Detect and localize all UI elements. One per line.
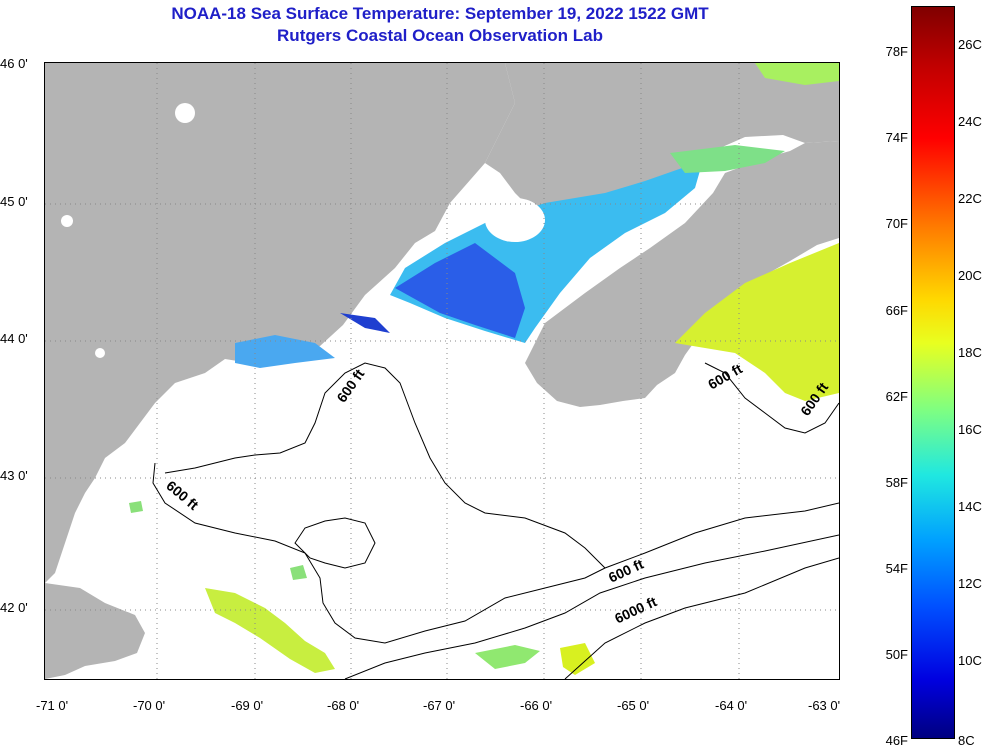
lat-label: 44 0' — [0, 331, 28, 346]
cloud-patch — [485, 198, 545, 242]
sst-coastal-blue — [235, 335, 335, 368]
lake — [95, 348, 105, 358]
sst-georges-bank-2 — [475, 645, 540, 669]
lat-label: 42 0' — [0, 600, 28, 615]
lon-label: -65 0' — [617, 698, 650, 713]
legend-f-label: 58F — [885, 475, 908, 490]
lon-label: -68 0' — [327, 698, 360, 713]
land-maine — [45, 63, 515, 583]
sst-georges-bank-3 — [560, 643, 595, 675]
legend-c-label: 24C — [958, 114, 982, 129]
bathymetry-contours — [152, 362, 839, 679]
legend-c-label: 16C — [958, 422, 982, 437]
contour-label: 600 ft — [333, 366, 367, 405]
lon-label: -63 0' — [808, 698, 841, 713]
lon-label: -71 0' — [36, 698, 69, 713]
lon-label: -70 0' — [133, 698, 166, 713]
contour-label: 600 ft — [705, 360, 745, 392]
legend-f-label: 78F — [885, 44, 908, 59]
contour-label: 600 ft — [163, 477, 202, 513]
legend-f-label: 66F — [885, 303, 908, 318]
sst-georges-bank-1 — [205, 588, 335, 673]
sst-small-1 — [129, 501, 143, 513]
lat-label: 43 0' — [0, 468, 28, 483]
lat-label: 46 0' — [0, 56, 28, 71]
lake — [61, 215, 73, 227]
lon-label: -66 0' — [520, 698, 553, 713]
legend-c-label: 26C — [958, 37, 982, 52]
map-subtitle: Rutgers Coastal Ocean Observation Lab — [277, 26, 603, 45]
legend-f-label: 54F — [885, 561, 908, 576]
legend-f-label: 50F — [885, 647, 908, 662]
legend-c-label: 22C — [958, 191, 982, 206]
sst-minas-basin — [670, 145, 785, 173]
legend-c-label: 8C — [958, 733, 975, 748]
sst-small-2 — [290, 565, 307, 580]
sst-deep-blue-east — [340, 313, 390, 333]
land-cape-cod — [45, 583, 145, 679]
legend-c-label: 10C — [958, 653, 982, 668]
contour-label: 6000 ft — [612, 593, 659, 626]
legend-c-label: 18C — [958, 345, 982, 360]
legend-c-label: 12C — [958, 576, 982, 591]
land-nova-scotia — [525, 141, 839, 407]
lon-label: -69 0' — [231, 698, 264, 713]
lon-label: -64 0' — [715, 698, 748, 713]
lat-label: 45 0' — [0, 194, 28, 209]
legend-f-label: 74F — [885, 130, 908, 145]
legend-f-label: 46F — [885, 733, 908, 748]
color-scale-bar — [911, 6, 955, 739]
legend-f-label: 70F — [885, 216, 908, 231]
legend-c-label: 20C — [958, 268, 982, 283]
legend-f-label: 62F — [885, 389, 908, 404]
map-title: NOAA-18 Sea Surface Temperature: Septemb… — [171, 4, 709, 23]
sst-deep-blue-streaks — [395, 243, 525, 338]
legend-c-label: 14C — [958, 499, 982, 514]
lake — [175, 103, 195, 123]
lon-label: -67 0' — [423, 698, 456, 713]
land-new-brunswick — [485, 63, 839, 235]
sst-nova-scotia-shelf — [675, 243, 839, 401]
sst-north-strip — [755, 63, 839, 85]
map-canvas: 600 ft 600 ft 600 ft 600 ft 600 ft 6000 … — [45, 63, 839, 679]
sst-map: 600 ft 600 ft 600 ft 600 ft 600 ft 6000 … — [44, 62, 840, 680]
